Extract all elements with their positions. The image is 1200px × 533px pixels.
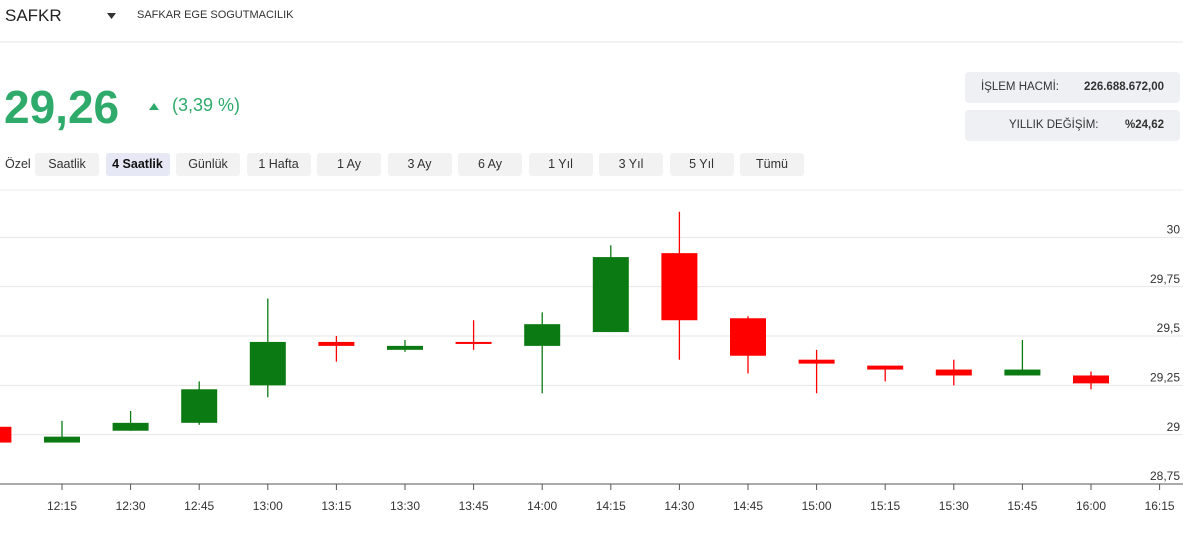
range-tab[interactable]: 3 Yıl (599, 153, 663, 176)
x-tick-label: 15:45 (1007, 499, 1037, 513)
y-tick-label: 28,75 (1150, 469, 1180, 483)
y-tick-label: 30 (1167, 223, 1181, 237)
x-tick-label: 14:45 (733, 499, 763, 513)
candle-body (524, 324, 561, 346)
x-tick-label: 14:15 (596, 499, 626, 513)
candle-body (249, 341, 286, 386)
stat-box: İŞLEM HACMİ: 226.688.672,00 (965, 72, 1180, 103)
x-tick-label: 12:45 (184, 499, 214, 513)
candle-body (661, 253, 698, 321)
x-tick-label: 13:00 (253, 499, 283, 513)
company-name[interactable]: SAFKAR EGE SOGUTMACILIK (137, 9, 294, 21)
x-tick-label: 13:45 (459, 499, 489, 513)
candle-body (798, 359, 835, 364)
candle-body (867, 365, 904, 370)
price-change: (3,39 %) (172, 95, 241, 115)
candle-body (730, 318, 766, 356)
symbol: SAFKR (5, 6, 62, 25)
range-tab[interactable]: Günlük (176, 153, 240, 176)
candle-body (935, 369, 972, 376)
dropdown-icon[interactable] (107, 13, 116, 19)
range-tab[interactable]: Özel (5, 157, 31, 171)
range-tab[interactable]: Saatlik (35, 153, 99, 176)
x-tick-label: 15:15 (870, 499, 900, 513)
up-icon (149, 103, 159, 110)
x-tick-label: 12:30 (116, 499, 146, 513)
stat-value: %24,62 (1124, 119, 1164, 131)
stat-value: 226.688.672,00 (1084, 81, 1164, 93)
x-tick-label: 15:30 (939, 499, 969, 513)
x-tick-label: 14:30 (664, 499, 694, 513)
candle-body (1073, 375, 1109, 384)
range-tab[interactable]: 4 Saatlik (105, 153, 170, 176)
candle-body (0, 426, 12, 443)
candle-body (455, 341, 492, 344)
range-tab[interactable]: 5 Yıl (669, 153, 734, 176)
range-tab[interactable]: 1 Hafta (246, 153, 311, 176)
stat-label: İŞLEM HACMİ: (981, 81, 1059, 93)
range-tab[interactable]: 6 Ay (458, 153, 522, 176)
range-tab[interactable]: Tümü (740, 153, 804, 176)
candle-body (112, 422, 149, 431)
stat-box: YILLIK DEĞİŞİM: %24,62 (965, 110, 1180, 141)
range-tab[interactable]: 1 Ay (317, 153, 381, 176)
candle-body (44, 436, 80, 443)
range-tab[interactable]: 1 Yıl (528, 153, 593, 176)
candle-body (592, 257, 629, 333)
price: 29,26 (4, 81, 120, 133)
y-tick-label: 29,25 (1150, 371, 1180, 385)
x-tick-label: 12:15 (47, 499, 77, 513)
candle-body (181, 389, 218, 423)
x-tick-label: 15:00 (802, 499, 832, 513)
candle-body (1004, 369, 1041, 376)
x-tick-label: 14:00 (527, 499, 557, 513)
y-tick-label: 29,75 (1150, 272, 1180, 286)
x-tick-label: 13:15 (321, 499, 351, 513)
x-tick-label: 16:15 (1145, 499, 1175, 513)
candle-body (318, 341, 355, 346)
x-tick-label: 16:00 (1076, 499, 1106, 513)
stat-label: YILLIK DEĞİŞİM: (1009, 119, 1099, 131)
y-tick-label: 29 (1167, 420, 1181, 434)
range-tab[interactable]: 3 Ay (387, 153, 452, 176)
y-tick-label: 29,5 (1157, 321, 1181, 335)
x-tick-label: 13:30 (390, 499, 420, 513)
candle-body (387, 345, 423, 350)
